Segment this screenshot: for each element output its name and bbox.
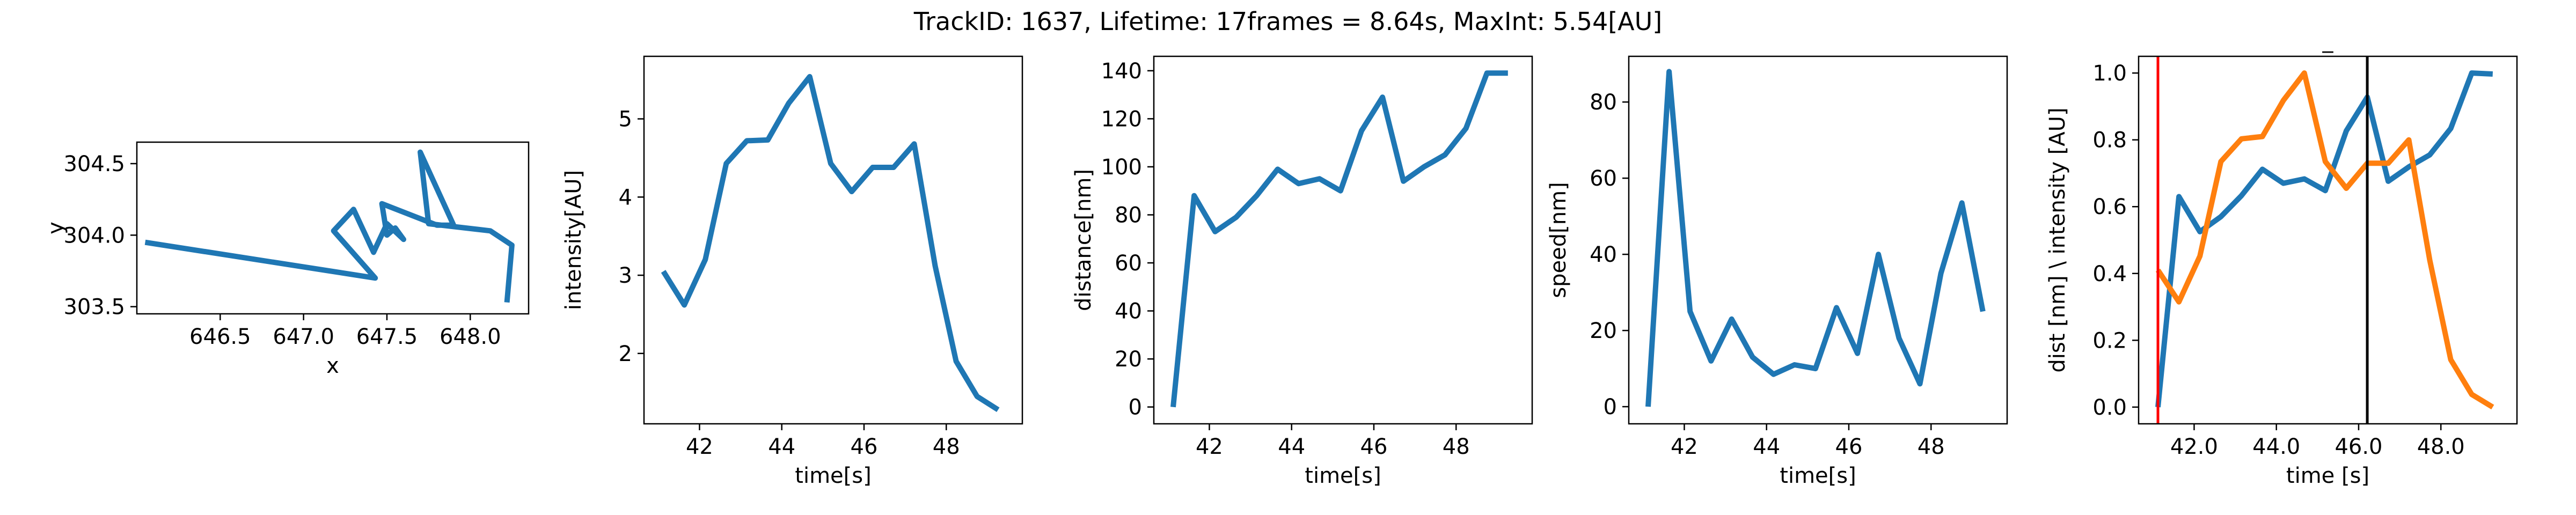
y-tick-label: 0 <box>1604 395 1617 420</box>
y-tick-label: 40 <box>1590 242 1617 267</box>
x-tick-label: 42 <box>1196 435 1223 459</box>
x-tick-label: 46 <box>1360 435 1388 459</box>
x-tick-label: 42 <box>1671 435 1698 459</box>
x-axis-label: time[s] <box>795 464 871 488</box>
y-tick-label: 5 <box>619 107 632 132</box>
x-tick-label: 42.0 <box>2170 435 2218 459</box>
panel-title: _ <box>2322 28 2334 53</box>
y-tick-label: 1.0 <box>2092 61 2127 86</box>
y-tick-label: 120 <box>1101 107 1142 131</box>
series-line-1 <box>144 149 515 303</box>
x-axis-label: time[s] <box>1305 464 1381 488</box>
x-tick-label: 46 <box>851 435 878 459</box>
y-tick-label: 2 <box>619 342 632 366</box>
y-tick-label: 60 <box>1590 166 1617 191</box>
chart-distance: 42 44 46 48 0 20 40 60 80 100 120 140 time[s] distanc… <box>1071 55 1533 488</box>
y-tick-label: 304.0 <box>63 223 125 248</box>
y-axis-label: dist [nm] \ intensity [AU] <box>2045 107 2070 372</box>
axes-frame <box>2138 55 2518 425</box>
y-tick-label: 0.4 <box>2092 262 2127 286</box>
x-tick-label: 48 <box>933 435 960 459</box>
x-tick-label: 44 <box>1278 435 1305 459</box>
figure-title: TrackID: 1637, Lifetime: 17frames = 8.64… <box>913 7 1663 36</box>
x-tick-label: 647.5 <box>356 325 418 349</box>
y-tick-label: 304.5 <box>63 152 125 176</box>
y-tick-label: 20 <box>1115 347 1142 372</box>
x-tick-label: 647.0 <box>273 325 334 349</box>
axes-frame <box>1628 55 2008 425</box>
y-tick-label: 303.5 <box>63 295 125 320</box>
y-axis-label: intensity[AU] <box>561 170 586 310</box>
series-line-2 <box>2155 70 2494 410</box>
y-tick-label: 0.6 <box>2092 195 2127 219</box>
series-line-1 <box>2155 70 2493 408</box>
x-tick-label: 646.5 <box>189 325 251 349</box>
y-tick-label: 0.8 <box>2092 128 2127 153</box>
x-tick-label: 48 <box>1918 435 1945 459</box>
y-tick-label: 80 <box>1115 203 1142 227</box>
y-tick-label: 0.0 <box>2092 395 2127 420</box>
x-tick-label: 42 <box>686 435 713 459</box>
series-line-1 <box>1170 70 1508 408</box>
x-tick-label: 648.0 <box>440 325 501 349</box>
chart-xy: 646.5 647.0 647.5 648.0 303.5 304.0 304.5 x y <box>43 141 530 378</box>
y-tick-label: 3 <box>619 263 632 288</box>
axes-frame <box>643 55 1023 425</box>
x-tick-label: 44 <box>768 435 795 459</box>
y-tick-label: 0 <box>1129 395 1142 420</box>
x-tick-label: 44.0 <box>2252 435 2300 459</box>
y-tick-label: 4 <box>619 185 632 210</box>
x-tick-label: 44 <box>1753 435 1780 459</box>
chart-speed: 42 44 46 48 0 20 40 60 80 time[s] speed[nm] <box>1546 55 2008 488</box>
x-axis-label: time[s] <box>1780 464 1856 488</box>
y-tick-label: 40 <box>1115 299 1142 324</box>
x-tick-label: 46 <box>1835 435 1863 459</box>
y-axis-label: y <box>43 222 68 234</box>
x-axis-label: x <box>326 354 339 378</box>
x-tick-label: 48.0 <box>2417 435 2465 459</box>
x-tick-label: 48 <box>1443 435 1470 459</box>
y-tick-label: 0.2 <box>2092 328 2127 353</box>
chart-normalized: 42.0 44.0 46.0 48.0 0.0 0.2 0.4 0.6 0.8 1.0 time [… <box>2045 28 2518 488</box>
y-tick-label: 20 <box>1590 319 1617 343</box>
y-tick-label: 60 <box>1115 251 1142 276</box>
chart-intensity: 42 44 46 48 2 3 4 5 time[s] intensity[AU] <box>561 55 1023 488</box>
y-tick-label: 100 <box>1101 155 1142 180</box>
series-line-1 <box>661 73 1000 413</box>
y-tick-label: 140 <box>1101 59 1142 84</box>
x-axis-label: time [s] <box>2286 464 2369 488</box>
x-tick-label: 46.0 <box>2334 435 2382 459</box>
axes-frame <box>1153 55 1533 425</box>
y-axis-label: distance[nm] <box>1071 169 1096 311</box>
y-axis-label: speed[nm] <box>1546 182 1571 298</box>
axes-frame <box>136 141 530 315</box>
y-tick-label: 80 <box>1590 90 1617 115</box>
series-line-1 <box>1645 69 1986 407</box>
